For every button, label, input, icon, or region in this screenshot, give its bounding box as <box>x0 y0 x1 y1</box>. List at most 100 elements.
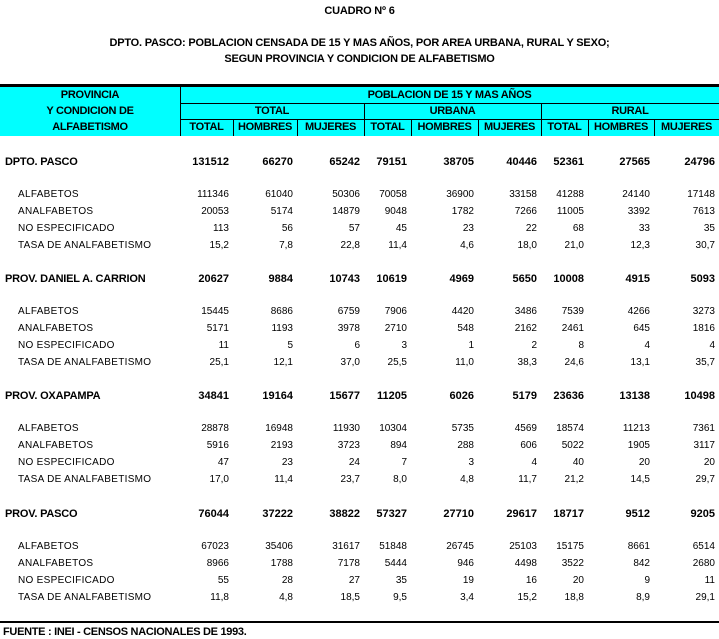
cell-value: 18,5 <box>340 592 360 603</box>
cell-value: 13,1 <box>630 357 650 368</box>
cell-value: 7 <box>401 457 407 468</box>
column-divider <box>411 119 412 136</box>
cell-value: 16948 <box>265 423 293 434</box>
cell-value: 3,4 <box>460 592 474 603</box>
cell-value: 3522 <box>561 558 584 569</box>
cell-value: 18574 <box>556 423 584 434</box>
cell-value: 33158 <box>509 189 537 200</box>
cell-value: 4 <box>644 340 650 351</box>
cell-value: 1905 <box>627 440 650 451</box>
cell-value: 37222 <box>262 508 293 520</box>
cell-value: 7,8 <box>279 240 293 251</box>
cell-value: 3486 <box>514 306 537 317</box>
cell-value: 79151 <box>376 156 407 168</box>
cell-value: 11,8 <box>210 592 229 603</box>
cell-value: 113 <box>213 223 229 234</box>
cell-value: 19164 <box>262 390 293 402</box>
cell-value: 24,6 <box>564 357 584 368</box>
cell-value: 24 <box>348 457 360 468</box>
cell-value: 3273 <box>692 306 715 317</box>
cell-value: 23,7 <box>340 474 360 485</box>
cell-value: 11213 <box>622 423 650 434</box>
area-header-urbana: URBANA <box>429 105 476 117</box>
cell-value: 548 <box>457 323 474 334</box>
cell-value: 6 <box>354 340 360 351</box>
cell-value: 25,1 <box>209 357 229 368</box>
cell-value: 8 <box>578 340 584 351</box>
table-row: ALFABETOS 28878 16948 11930 10304 5735 4569 185… <box>0 421 719 437</box>
cell-value: 25103 <box>509 541 537 552</box>
cell-value: 606 <box>520 440 537 451</box>
cell-value: 24140 <box>622 189 650 200</box>
cell-value: 7266 <box>514 206 537 217</box>
cell-value: 4,8 <box>460 474 474 485</box>
section-name: PROV. DANIEL A. CARRION <box>5 273 146 285</box>
cell-value: 10498 <box>684 390 715 402</box>
area-header-rural: RURAL <box>611 105 649 117</box>
cell-value: 11930 <box>332 423 360 434</box>
cell-value: 68 <box>572 223 584 234</box>
cell-value: 4,6 <box>460 240 474 251</box>
column-divider <box>541 119 542 136</box>
cell-value: 9884 <box>268 273 293 285</box>
cell-value: 1816 <box>692 323 715 334</box>
table-row: NO ESPECIFICADO 113 56 57 45 23 22 68 33 35 <box>0 221 719 237</box>
cell-value: 11 <box>704 575 715 586</box>
cell-value: 8966 <box>206 558 229 569</box>
cell-value: 28 <box>281 575 293 586</box>
header-divider <box>180 103 719 104</box>
table-row: TASA DE ANALFABETISMO 17,0 11,4 23,7 8,0 4,8 1… <box>0 472 719 488</box>
column-divider <box>654 119 655 136</box>
cell-value: 27710 <box>443 508 474 520</box>
cell-value: 5174 <box>270 206 293 217</box>
row-label: NO ESPECIFICADO <box>18 223 115 234</box>
cell-value: 288 <box>457 440 474 451</box>
row-label: ALFABETOS <box>18 541 79 552</box>
cell-value: 1 <box>468 340 474 351</box>
cell-value: 25,5 <box>387 357 407 368</box>
cell-value: 2193 <box>270 440 293 451</box>
cell-value: 10743 <box>329 273 360 285</box>
column-header-mujeres: MUJERES <box>304 121 357 133</box>
cell-value: 4969 <box>449 273 474 285</box>
table-row: ALFABETOS 67023 35406 31617 51848 26745 25103 1… <box>0 539 719 555</box>
cell-value: 11205 <box>377 390 407 402</box>
cell-value: 20 <box>572 575 584 586</box>
cell-value: 23636 <box>553 390 584 402</box>
table-title-line-1: DPTO. PASCO: POBLACION CENSADA DE 15 Y M… <box>109 37 610 49</box>
cell-value: 9512 <box>625 508 650 520</box>
stub-header-line: PROVINCIA <box>60 89 120 101</box>
column-divider <box>233 119 234 136</box>
row-label: ANALFABETOS <box>18 323 94 334</box>
stub-header-line: ALFABETISMO <box>52 121 128 133</box>
row-label: ALFABETOS <box>18 189 79 200</box>
cell-value: 5916 <box>206 440 229 451</box>
cell-value: 7178 <box>337 558 360 569</box>
cell-value: 5171 <box>206 323 229 334</box>
cell-value: 22 <box>525 223 537 234</box>
cell-value: 28878 <box>201 423 229 434</box>
cell-value: 7906 <box>384 306 407 317</box>
section-name: PROV. OXAPAMPA <box>5 390 101 402</box>
cell-value: 35 <box>703 223 715 234</box>
cell-value: 11005 <box>556 206 584 217</box>
cell-value: 9205 <box>690 508 715 520</box>
cell-value: 15,2 <box>209 240 229 251</box>
cell-value: 10008 <box>553 273 584 285</box>
cell-value: 61040 <box>265 189 293 200</box>
cell-value: 37,0 <box>340 357 360 368</box>
cell-value: 8661 <box>627 541 650 552</box>
cell-value: 41288 <box>556 189 584 200</box>
cell-value: 20 <box>703 457 715 468</box>
cell-value: 35,7 <box>695 357 715 368</box>
cell-value: 30,7 <box>695 240 715 251</box>
row-label: TASA DE ANALFABETISMO <box>18 357 152 368</box>
cell-value: 4915 <box>625 273 650 285</box>
cell-value: 20053 <box>201 206 229 217</box>
cell-value: 2 <box>531 340 537 351</box>
column-divider <box>588 119 589 136</box>
cell-value: 18,0 <box>517 240 537 251</box>
cell-value: 35406 <box>265 541 293 552</box>
cell-value: 4266 <box>627 306 650 317</box>
row-label: NO ESPECIFICADO <box>18 340 115 351</box>
